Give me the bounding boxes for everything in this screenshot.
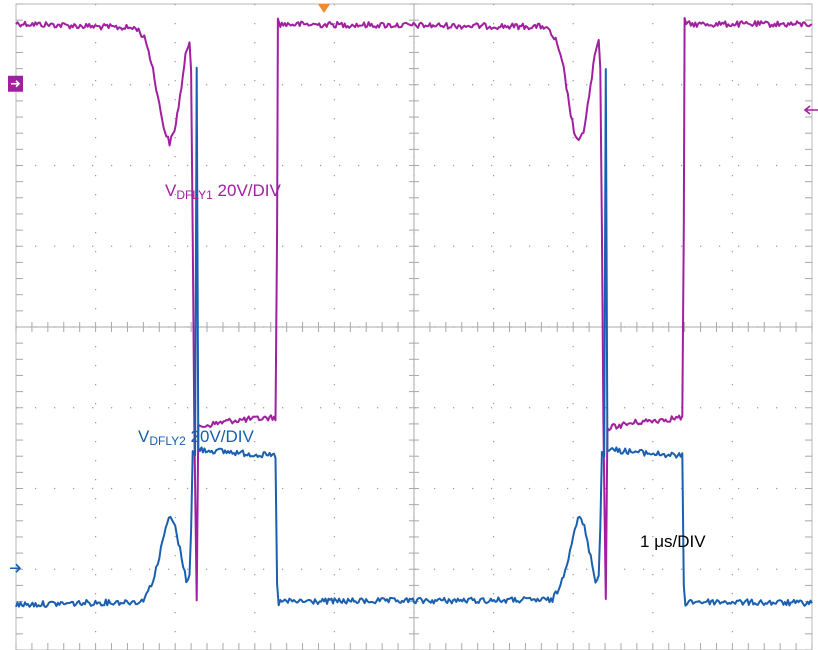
series-label-dfly1: VDFLY1 20V/DIV <box>165 181 282 202</box>
dfly2-label-scale: 20V/DIV <box>186 427 255 446</box>
trigger-position-marker <box>318 4 330 13</box>
timebase-label-unit: μs/DIV <box>654 532 706 551</box>
dfly1-label-sub: DFLY1 <box>176 188 213 202</box>
trace-dfly2 <box>15 66 813 608</box>
ch2-ground-marker <box>10 563 22 573</box>
graticule <box>15 3 813 650</box>
markers <box>8 4 818 573</box>
ch1-marker-arrow-icon <box>11 80 21 88</box>
timebase-label: 1 μs/DIV <box>640 532 706 551</box>
series-label-dfly2: VDFLY2 20V/DIV <box>138 427 255 448</box>
dfly1-label-main: V <box>165 181 177 200</box>
dfly2-label-main: V <box>138 427 150 446</box>
dfly1-label-scale: 20V/DIV <box>213 181 282 200</box>
trace-dfly1 <box>15 17 813 602</box>
timebase-label-main: 1 <box>640 532 654 551</box>
trigger-level-arrow-icon <box>803 105 818 115</box>
dfly2-label-sub: DFLY2 <box>149 434 186 448</box>
traces <box>15 17 813 608</box>
